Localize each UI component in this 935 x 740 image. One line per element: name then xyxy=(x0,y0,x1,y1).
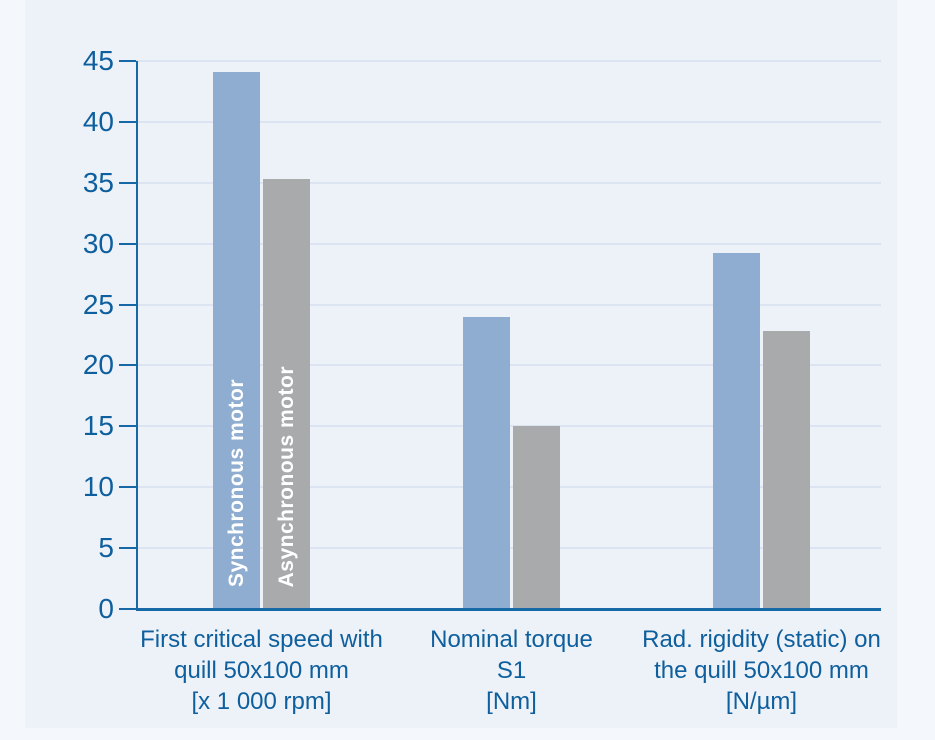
y-tick-label-25: 25 xyxy=(82,288,114,320)
category-label-line: [Nm] xyxy=(486,688,537,715)
y-tick-35 xyxy=(119,181,136,184)
gridline-25 xyxy=(136,303,881,306)
y-tick-label-35: 35 xyxy=(82,166,114,198)
bar-synchronous-group1: Synchronous motor xyxy=(213,71,260,609)
series-label-synchronous-motor: Synchronous motor xyxy=(224,378,248,587)
y-tick-label-20: 20 xyxy=(82,349,114,381)
category-label-line: Rad. rigidity (static) on xyxy=(642,626,881,653)
bar-asynchronous-group2 xyxy=(513,426,560,609)
category-label-1: First critical speed with quill 50x100 mm… xyxy=(102,624,422,717)
gridline-45 xyxy=(136,60,881,62)
bar-synchronous-group3 xyxy=(713,253,760,609)
y-tick-40 xyxy=(119,120,136,123)
y-tick-label-30: 30 xyxy=(82,227,114,259)
category-label-line: quill 50x100 mm xyxy=(174,657,349,684)
category-label-2: Nominal torque S1 [Nm] xyxy=(352,624,672,717)
y-tick-5 xyxy=(119,547,136,550)
y-tick-45 xyxy=(119,60,136,62)
category-label-line: the quill 50x100 mm xyxy=(654,657,869,684)
gridline-40 xyxy=(136,120,881,123)
y-tick-20 xyxy=(119,364,136,367)
bar-asynchronous-group1: Asynchronous motor xyxy=(263,179,310,609)
y-tick-label-0: 0 xyxy=(98,593,114,624)
gridline-35 xyxy=(136,181,881,184)
y-tick-label-15: 15 xyxy=(82,410,114,442)
category-label-line: [N/µm] xyxy=(725,688,798,715)
y-tick-15 xyxy=(119,425,136,428)
category-label-line: [x 1 000 rpm] xyxy=(191,688,332,715)
category-label-line: S1 xyxy=(496,657,527,684)
bar-asynchronous-group3 xyxy=(763,331,810,609)
series-label-asynchronous-motor: Asynchronous motor xyxy=(274,365,298,587)
category-label-3: Rad. rigidity (static) on the quill 50x10… xyxy=(602,624,922,717)
y-tick-0 xyxy=(119,608,136,610)
category-label-line: Nominal torque xyxy=(430,626,593,653)
x-axis-line xyxy=(136,607,881,611)
gridline-30 xyxy=(136,242,881,245)
y-tick-30 xyxy=(119,242,136,245)
y-tick-label-10: 10 xyxy=(82,471,114,503)
category-label-line: First critical speed with xyxy=(140,626,383,653)
y-tick-25 xyxy=(119,303,136,306)
y-tick-label-5: 5 xyxy=(98,532,114,564)
y-axis-line xyxy=(136,61,138,609)
y-tick-label-40: 40 xyxy=(82,105,114,137)
y-tick-10 xyxy=(119,486,136,489)
bar-synchronous-group2 xyxy=(463,316,510,609)
y-tick-label-45: 45 xyxy=(82,45,114,76)
